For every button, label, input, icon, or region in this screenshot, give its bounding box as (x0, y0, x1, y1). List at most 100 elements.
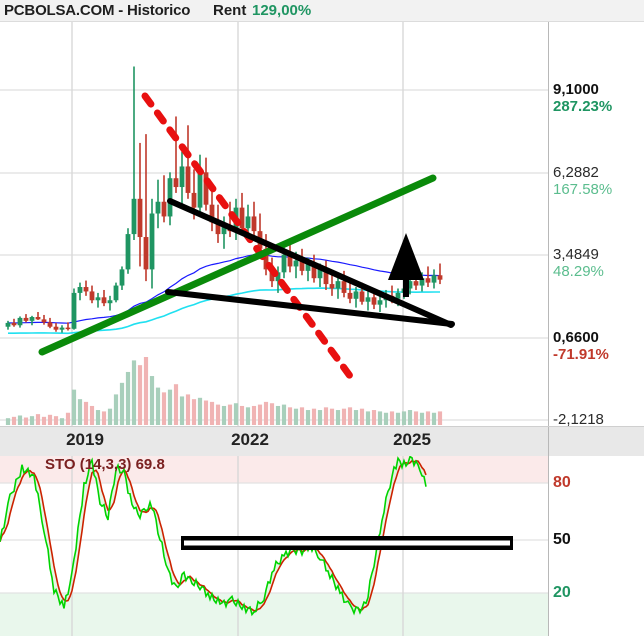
price-plot-area[interactable] (0, 22, 548, 426)
support-trendline (38, 174, 437, 356)
ema-50-line (7, 253, 441, 324)
x-axis-corner (548, 427, 644, 456)
return-value: 129,00% (252, 2, 312, 19)
candle-body (395, 292, 401, 299)
volume-bar (197, 397, 203, 425)
candle-body (431, 275, 437, 283)
volume-bar (65, 412, 71, 425)
candle-body (281, 254, 287, 273)
volume-bar (257, 404, 263, 425)
volume-bar (131, 360, 137, 425)
candle-body (83, 287, 89, 292)
candle-body (329, 284, 335, 289)
volume-bar (77, 399, 83, 425)
x-axis-tick-label: 2019 (66, 430, 104, 449)
volume-bar (179, 396, 185, 425)
price-axis-tick: 0,6600 -71.91% (553, 329, 644, 363)
volume-bar (11, 416, 17, 425)
candle-body (77, 287, 83, 293)
volume-bar (329, 408, 335, 425)
candle-body (365, 297, 371, 302)
price-axis-tick-value: -2,1218 (553, 411, 604, 428)
volume-bar (23, 417, 29, 425)
price-axis-tick-value: 0,6600 (553, 329, 599, 346)
stochastic-label: STO (14,3,3) 69.8 (45, 456, 165, 473)
candle-body (23, 317, 29, 321)
volume-bar (29, 416, 35, 425)
stochastic-axis: 80 50 20 (553, 456, 644, 636)
volume-bar (95, 410, 101, 425)
price-axis-tick-percent: 167.58% (553, 181, 613, 198)
candle-body (5, 322, 11, 327)
volume-bar (419, 412, 425, 425)
candle-body (191, 192, 197, 208)
wedge-upper-line (167, 198, 454, 328)
volume-bar (53, 416, 59, 425)
candle-body (245, 216, 251, 229)
volume-bar (221, 405, 227, 425)
volume-bar (209, 401, 215, 425)
candle-body (341, 281, 347, 293)
candle-body (125, 234, 131, 270)
candle-body (317, 269, 323, 279)
stochastic-level-bar-core (184, 540, 510, 546)
candle-body (47, 322, 53, 327)
candle-body (167, 178, 173, 217)
volume-bar (101, 411, 107, 425)
volume-bar (371, 410, 377, 425)
volume-bar (227, 404, 233, 425)
volume-bar (431, 412, 437, 425)
candle-body (287, 254, 293, 267)
oversold-band (0, 593, 548, 636)
candle-body (41, 319, 47, 323)
candle-body (113, 285, 119, 301)
candle-body (347, 292, 353, 299)
candle-body (53, 326, 59, 330)
volume-bar (107, 408, 113, 425)
candle-body (17, 317, 23, 326)
candle-body (59, 327, 65, 330)
volume-bar (41, 416, 47, 425)
candle-body (251, 216, 257, 232)
candle-body (131, 198, 137, 235)
candle-body (275, 272, 281, 282)
candle-body (185, 166, 191, 193)
candle-body (149, 213, 155, 270)
candle-body (215, 222, 221, 235)
candle-body (71, 292, 77, 329)
volume-bar (233, 403, 239, 425)
candle-body (95, 297, 101, 301)
volume-bar (269, 403, 275, 425)
volume-bar (341, 408, 347, 425)
wedge-lower-line (165, 289, 455, 327)
volume-bar (185, 394, 191, 425)
stochastic-level-label: 50 (553, 531, 571, 548)
candle-body (407, 281, 413, 289)
volume-bar (359, 408, 365, 425)
stochastic-panel: 80 50 20 (0, 456, 644, 636)
candle-body (11, 322, 17, 326)
candle-body (353, 291, 359, 299)
candle-body (209, 204, 215, 223)
stochastic-plot-area[interactable] (0, 456, 548, 636)
candle-body (323, 269, 329, 285)
candle-body (143, 237, 149, 270)
candle-body (137, 198, 143, 238)
stochastic-k-line (0, 456, 427, 617)
volume-bar (71, 389, 77, 425)
candle-body (425, 278, 431, 283)
volume-bar (113, 394, 119, 425)
stochastic-axis-divider (548, 456, 549, 636)
candle-body (29, 317, 35, 321)
candle-body (437, 275, 443, 280)
volume-bar (203, 400, 209, 425)
volume-bar (5, 418, 11, 425)
volume-bar (365, 411, 371, 425)
volume-bar (287, 407, 293, 425)
price-axis-tick: 3,4849 48.29% (553, 246, 644, 280)
volume-bar (119, 382, 125, 425)
candle-body (173, 178, 179, 188)
price-axis-tick: -2,1218 (553, 411, 644, 428)
candle-body (35, 317, 41, 320)
